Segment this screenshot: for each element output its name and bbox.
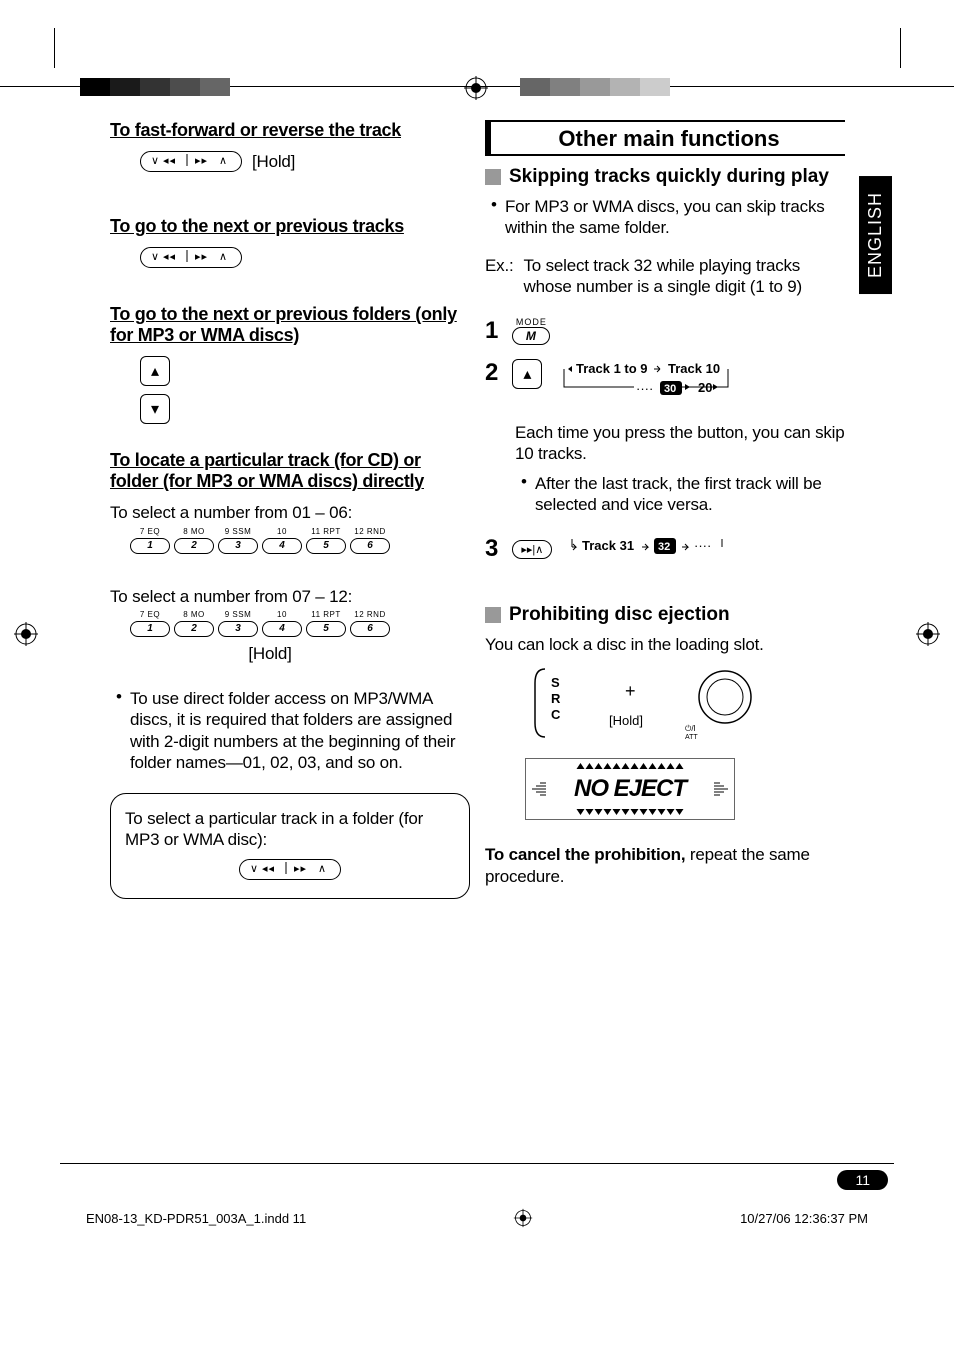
down-button-icon: ▾ [140,394,170,424]
callout-select-track: To select a particular track in a folder… [110,793,470,899]
rocker-button-icon: ∨◂◂ ▸▸ ∧ [140,247,242,268]
cancel-text: To cancel the prohibition, repeat the sa… [485,844,845,887]
number-buttons-row: 7 EQ1 8 MO2 9 SSM3 104 11 RPT5 12 RND6 [130,621,470,637]
display-no-eject: NO EJECT [525,758,735,820]
svg-text:∨: ∨ [151,251,160,262]
heading-locate-track: To locate a particular track (for CD) or… [110,450,470,492]
svg-text:◂◂: ◂◂ [163,155,176,166]
svg-text:▸▸: ▸▸ [195,155,208,166]
step2-bullet: After the last track, the first track wi… [535,473,845,516]
svg-text:∨: ∨ [151,155,160,166]
registration-target-icon [14,622,38,646]
section-marker-icon [485,169,501,185]
svg-text:32: 32 [658,541,670,553]
svg-text:∨: ∨ [250,863,259,874]
svg-text:C: C [551,707,561,722]
svg-text:30: 30 [664,383,676,395]
registration-target-icon [916,622,940,646]
example-text: To select track 32 while playing tracks … [524,255,846,298]
subhead-prohibiting: Prohibiting disc ejection [485,604,845,626]
hold-label: [Hold] [130,643,410,664]
flow-diagram: Track 1 to 9 Track 10 ···· 30 20 [558,359,758,408]
bullet-icon: • [521,473,527,516]
svg-text:∧: ∧ [318,863,327,874]
svg-text:∧: ∧ [219,155,228,166]
svg-text:····: ···· [636,381,653,396]
bullet-icon: • [491,196,497,239]
svg-text:∧: ∧ [219,251,228,262]
svg-text:S: S [551,675,560,690]
svg-text:[Hold]: [Hold] [609,713,643,728]
svg-text:Track 31: Track 31 [582,538,634,553]
hold-label: [Hold] [252,151,295,172]
prohibit-text: You can lock a disc in the loading slot. [485,634,845,655]
svg-text:Track 10: Track 10 [668,361,720,376]
bullet-mp3-wma: For MP3 or WMA discs, you can skip track… [505,196,845,239]
number-buttons-row: 7 EQ1 8 MO2 9 SSM3 104 11 RPT5 12 RND6 [130,538,470,554]
svg-text:+: + [625,681,636,701]
svg-text:⏻/I: ⏻/I [685,724,696,733]
section-banner: Other main functions [485,120,845,156]
bullet-folder-access: To use direct folder access on MP3/WMA d… [130,688,470,773]
print-marks-top [0,38,954,78]
svg-text:····: ···· [694,538,711,553]
footer-file: EN08-13_KD-PDR51_003A_1.indd 11 [86,1211,306,1226]
heading-next-prev-track: To go to the next or previous tracks [110,216,470,237]
up-button-icon: ▴ [512,359,542,389]
heading-next-prev-folder: To go to the next or previous folders (o… [110,304,470,346]
page-content: To fast-forward or reverse the track ∨◂◂… [110,120,850,1210]
example-label: Ex.: [485,255,514,298]
next-button-icon: ▸▸|∧ [512,540,552,559]
language-tab: ENGLISH [859,176,892,294]
svg-text:◂◂: ◂◂ [262,863,275,874]
bullet-icon: • [116,688,122,773]
registration-target-icon [464,76,488,100]
callout-text: To select a particular track in a folder… [125,808,455,851]
step-number: 2 [485,359,498,387]
select-range-b: To select a number from 07 – 12: [110,586,470,607]
section-marker-icon [485,607,501,623]
svg-text:Track 1 to 9: Track 1 to 9 [576,361,648,376]
page-number: 11 [837,1170,888,1190]
step2-text: Each time you press the button, you can … [515,422,845,465]
bottom-rule [60,1163,894,1164]
svg-text:20: 20 [698,380,712,395]
eject-control-diagram: S R C + [Hold] ⏻/I ATT [525,663,845,748]
subhead-skipping: Skipping tracks quickly during play [485,166,845,188]
svg-text:ATT: ATT [685,734,698,741]
svg-text:▸▸: ▸▸ [294,863,307,874]
mode-button-icon: MODE M [512,317,550,345]
footer-timestamp: 10/27/06 12:36:37 PM [740,1211,868,1226]
flow-diagram: Track 31 32 ···· [568,535,748,564]
footer: EN08-13_KD-PDR51_003A_1.indd 11 10/27/06… [86,1208,868,1228]
rocker-button-icon: ∨◂◂ ▸▸ ∧ [140,151,242,172]
select-range-a: To select a number from 01 – 06: [110,502,470,523]
rocker-button-icon: ∨◂◂ ▸▸ ∧ [239,859,341,880]
svg-text:▸▸: ▸▸ [195,251,208,262]
heading-ff-rev: To fast-forward or reverse the track [110,120,470,141]
registration-target-icon [513,1208,533,1228]
svg-text:R: R [551,691,561,706]
step-number: 1 [485,317,498,345]
step-number: 3 [485,535,498,563]
svg-text:◂◂: ◂◂ [163,251,176,262]
up-button-icon: ▴ [140,356,170,386]
